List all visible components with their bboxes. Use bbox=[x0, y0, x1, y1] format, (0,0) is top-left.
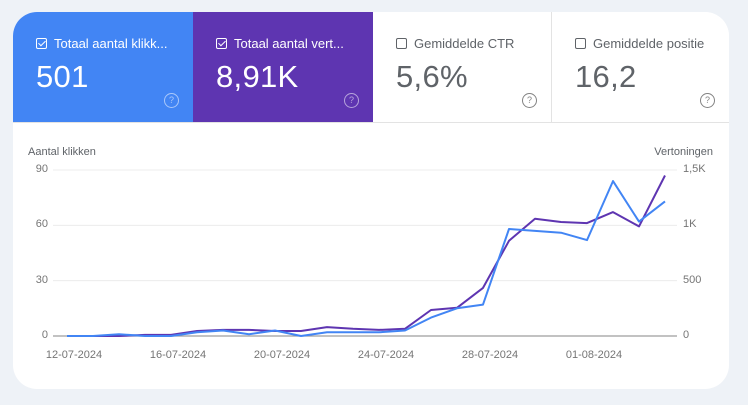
x-tick-label: 01-08-2024 bbox=[565, 349, 623, 361]
clicks-series-line[interactable] bbox=[67, 180, 666, 337]
checkbox-checked-icon[interactable] bbox=[216, 38, 227, 49]
x-tick-label: 28-07-2024 bbox=[461, 349, 519, 361]
metric-label: Gemiddelde CTR bbox=[414, 36, 515, 51]
metric-value: 8,91K bbox=[216, 59, 299, 94]
metric-header: Totaal aantal vert... bbox=[216, 36, 344, 51]
y-right-tick-label: 500 bbox=[683, 273, 702, 286]
metric-header: Gemiddelde CTR bbox=[396, 36, 514, 51]
line-chart bbox=[53, 169, 677, 337]
metric-tile-total-clicks[interactable]: Totaal aantal klikk... 501 ? bbox=[13, 12, 193, 122]
metric-value: 5,6% bbox=[396, 59, 468, 94]
metric-label: Totaal aantal klikk... bbox=[54, 36, 168, 51]
metric-value: 501 bbox=[36, 59, 89, 94]
y-left-axis-title: Aantal klikken bbox=[28, 146, 96, 158]
metric-header: Gemiddelde positie bbox=[575, 36, 704, 51]
metric-label: Gemiddelde positie bbox=[593, 36, 705, 51]
y-left-tick-label: 60 bbox=[35, 218, 48, 231]
impressions-series-line[interactable] bbox=[67, 175, 666, 337]
y-right-axis-title: Vertoningen bbox=[654, 146, 713, 158]
metric-tile-total-impressions[interactable]: Totaal aantal vert... 8,91K ? bbox=[193, 12, 373, 122]
y-right-tick-label: 1,5K bbox=[683, 163, 706, 175]
metric-tile-average-ctr[interactable]: Gemiddelde CTR 5,6% ? bbox=[373, 12, 552, 122]
metric-header: Totaal aantal klikk... bbox=[36, 36, 167, 51]
metric-tile-average-position[interactable]: Gemiddelde positie 16,2 ? bbox=[552, 12, 729, 122]
metric-label: Totaal aantal vert... bbox=[234, 36, 344, 51]
y-right-tick-label: 1K bbox=[683, 218, 697, 231]
metric-value: 16,2 bbox=[575, 59, 637, 94]
checkbox-unchecked-icon[interactable] bbox=[396, 38, 407, 49]
x-tick-label: 12-07-2024 bbox=[45, 349, 103, 361]
help-circle-icon[interactable]: ? bbox=[344, 93, 359, 108]
x-tick-label: 16-07-2024 bbox=[149, 349, 207, 361]
help-circle-icon[interactable]: ? bbox=[522, 93, 537, 108]
x-tick-label: 20-07-2024 bbox=[253, 349, 311, 361]
y-left-tick-label: 0 bbox=[41, 329, 48, 341]
metric-tiles: Totaal aantal klikk... 501 ? Totaal aant… bbox=[13, 12, 729, 123]
x-tick-label: 24-07-2024 bbox=[357, 349, 415, 361]
y-left-tick-label: 90 bbox=[35, 163, 48, 175]
y-right-tick-label: 0 bbox=[683, 329, 690, 341]
help-circle-icon[interactable]: ? bbox=[164, 93, 179, 108]
help-circle-icon[interactable]: ? bbox=[700, 93, 715, 108]
performance-card: Totaal aantal klikk... 501 ? Totaal aant… bbox=[13, 12, 729, 389]
y-left-tick-label: 30 bbox=[35, 273, 48, 286]
checkbox-checked-icon[interactable] bbox=[36, 38, 47, 49]
checkbox-unchecked-icon[interactable] bbox=[575, 38, 586, 49]
